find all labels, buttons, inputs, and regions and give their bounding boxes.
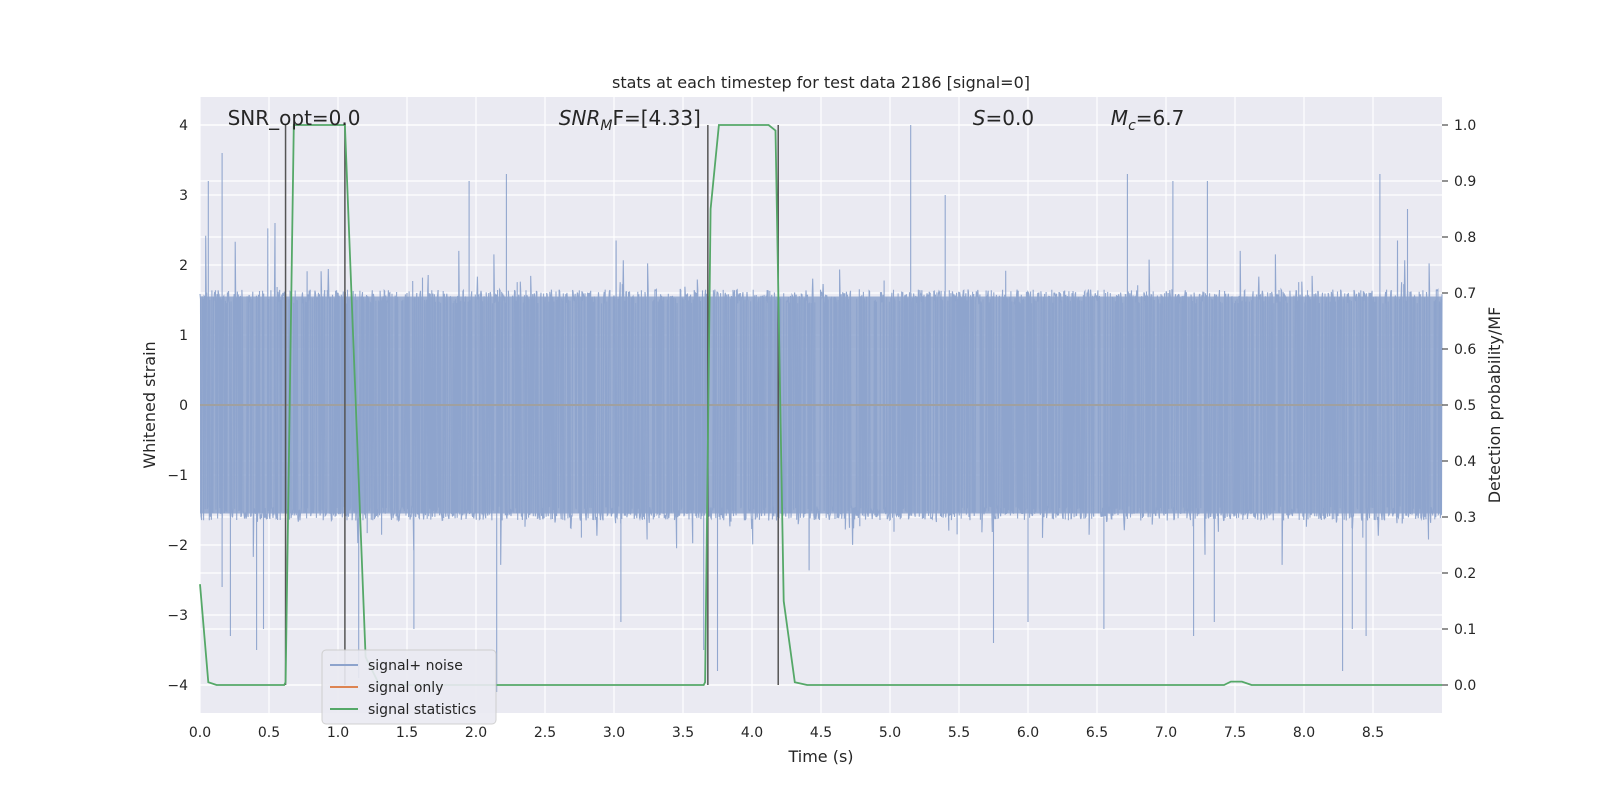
- y-tick-label: −4: [167, 678, 188, 694]
- x-tick-label: 4.0: [741, 725, 763, 741]
- y2-tick-label: 0.1: [1454, 622, 1476, 638]
- x-tick-label: 1.5: [396, 725, 418, 741]
- x-tick-label: 7.0: [1155, 725, 1177, 741]
- y2-tick-label: 0.8: [1454, 230, 1476, 246]
- x-tick-label: 4.5: [810, 725, 832, 741]
- y-tick-label: −2: [167, 538, 188, 554]
- x-tick-label: 6.0: [1017, 725, 1039, 741]
- x-tick-label: 5.0: [879, 725, 901, 741]
- y-axis-label: Whitened strain: [140, 341, 159, 468]
- signal-statistics-line: [199, 124, 1442, 686]
- y2-tick-label: 0.0: [1454, 678, 1476, 694]
- annotation: Mc=6.7: [1111, 106, 1185, 134]
- x-tick-label: 0.0: [189, 725, 211, 741]
- y-tick-label: 1: [179, 328, 188, 344]
- x-tick-label: 1.0: [327, 725, 349, 741]
- y2-tick-labels: 1.0 0.9 0.8 0.7 0.6 0.5 0.4 0.3 0.2 0.1 0.0: [1442, 118, 1476, 694]
- signal-statistics-series: [199, 124, 1442, 686]
- y-tick-label: −3: [167, 608, 188, 624]
- annotations: SNR_opt=0.0 SNRMF=[4.33] S=0.0 Mc=6.7: [228, 106, 1185, 134]
- annotation: S=0.0: [973, 106, 1034, 130]
- x-tick-label: 8.0: [1293, 725, 1315, 741]
- x-tick-label: 2.5: [534, 725, 556, 741]
- legend-label: signal only: [368, 680, 443, 696]
- y-tick-label: 0: [179, 398, 188, 414]
- y2-tick-label: 0.5: [1454, 398, 1476, 414]
- annotation: SNRMF=[4.33]: [559, 106, 701, 134]
- y2-tick-label: 0.3: [1454, 510, 1476, 526]
- x-tick-label: 7.5: [1224, 725, 1246, 741]
- x-tick-label: 6.5: [1086, 725, 1108, 741]
- chart-title: stats at each timestep for test data 218…: [612, 73, 1030, 92]
- legend-label: signal+ noise: [368, 658, 463, 674]
- x-tick-label: 2.0: [465, 725, 487, 741]
- y2-tick-label: 0.7: [1454, 286, 1476, 302]
- x-tick-label: 3.5: [672, 725, 694, 741]
- y2-tick-label: 0.2: [1454, 566, 1476, 582]
- noise-line: [199, 125, 1443, 692]
- x-tick-label: 3.0: [603, 725, 625, 741]
- x-tick-label: 8.5: [1362, 725, 1384, 741]
- y2-axis-label: Detection probability/MF: [1485, 307, 1504, 504]
- y2-tick-label: 0.9: [1454, 174, 1476, 190]
- y-tick-label: 4: [179, 118, 188, 134]
- legend: signal+ noise signal only signal statistic…: [321, 649, 497, 725]
- x-tick-label: 5.5: [948, 725, 970, 741]
- x-axis-label: Time (s): [787, 747, 853, 766]
- y-tick-label: 3: [179, 188, 188, 204]
- y-tick-label: 2: [179, 258, 188, 274]
- y2-tick-label: 1.0: [1454, 118, 1476, 134]
- legend-label: signal statistics: [368, 702, 476, 718]
- y-tick-label: −1: [167, 468, 188, 484]
- y2-tick-label: 0.4: [1454, 454, 1476, 470]
- y-tick-labels: 4 3 2 1 0 −1 −2 −3 −4: [167, 118, 188, 694]
- x-tick-labels: 0.0 0.5 1.0 1.5 2.0 2.5 3.0 3.5 4.0 4.5 5.0 5.5 6.0 6…: [189, 725, 1384, 741]
- y2-tick-label: 0.6: [1454, 342, 1476, 358]
- legend-box: [321, 649, 497, 725]
- annotation: SNR_opt=0.0: [228, 106, 361, 130]
- x-tick-label: 0.5: [258, 725, 280, 741]
